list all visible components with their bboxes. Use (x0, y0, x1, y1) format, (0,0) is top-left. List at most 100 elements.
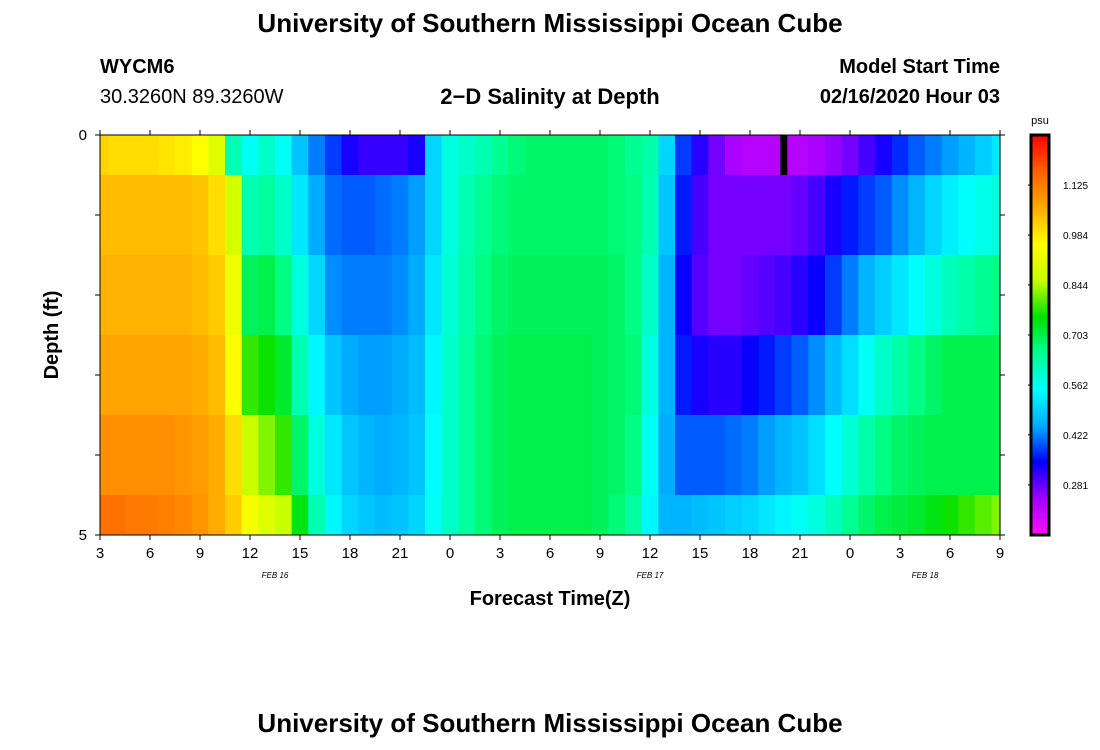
heatmap-cell (308, 495, 326, 535)
heatmap-cell (941, 255, 959, 335)
heatmap-cell (675, 255, 693, 335)
heatmap-cell (608, 335, 626, 415)
heatmap-cell (625, 255, 643, 335)
heatmap-cell (291, 495, 309, 535)
heatmap-cell (441, 335, 459, 415)
heatmap-cell (408, 135, 426, 175)
heatmap-cell (108, 175, 126, 255)
heatmap-cell (791, 255, 809, 335)
heatmap-cell (341, 415, 359, 495)
heatmap-cell (575, 135, 593, 175)
heatmap-cell (975, 255, 993, 335)
heatmap-cell (100, 335, 109, 415)
heatmap-cell (208, 495, 226, 535)
x-tick-label: 9 (596, 545, 604, 562)
heatmap-cell (641, 135, 659, 175)
heatmap-cell (758, 415, 776, 495)
heatmap-cell (391, 175, 409, 255)
heatmap-cell (341, 175, 359, 255)
heatmap-cell (491, 175, 509, 255)
heatmap-cell (375, 175, 393, 255)
x-date-label: FEB 18 (912, 571, 939, 580)
heatmap-cell (291, 335, 309, 415)
heatmap-cell (608, 495, 626, 535)
heatmap-cell (691, 135, 709, 175)
heatmap-cell (625, 175, 643, 255)
heatmap-cell (325, 335, 343, 415)
x-tick-label: 15 (292, 545, 309, 562)
heatmap-cell (675, 175, 693, 255)
heatmap-cell (908, 135, 926, 175)
heatmap-cell (875, 415, 893, 495)
x-axis: 3 6 9 12 15 18 21 0 3 6 9 12 15 18 21 0 3 6 9 FEB 16 FEB 17 F… (96, 130, 1004, 580)
heatmap-cell (375, 495, 393, 535)
heatmap-cell (141, 415, 159, 495)
heatmap-cell (975, 335, 993, 415)
heatmap-cell (208, 335, 226, 415)
heatmap-cell (475, 415, 493, 495)
heatmap-cell (308, 175, 326, 255)
heatmap-cell (675, 415, 693, 495)
heatmap-cell (508, 135, 526, 175)
heatmap-cell (575, 415, 593, 495)
heatmap-cell (358, 495, 376, 535)
heatmap-cell (358, 415, 376, 495)
heatmap-cell (625, 335, 643, 415)
station-id: WYCM6 (100, 56, 175, 78)
heatmap-cell (208, 135, 226, 175)
heatmap-cell (741, 255, 759, 335)
heatmap-cell (858, 415, 876, 495)
heatmap-cell (291, 255, 309, 335)
heatmap-cell (791, 335, 809, 415)
heatmap-cell (725, 255, 743, 335)
heatmap-cell (908, 415, 926, 495)
heatmap-cell (125, 335, 143, 415)
heatmap-cell (225, 415, 243, 495)
heatmap-cell (858, 175, 876, 255)
heatmap-cell (925, 335, 943, 415)
heatmap-cell (408, 335, 426, 415)
heatmap-cell (241, 175, 259, 255)
y-tick-label: 5 (79, 527, 87, 544)
heatmap-cell (758, 255, 776, 335)
heatmap-cell (925, 135, 943, 175)
heatmap-cell (358, 135, 376, 175)
heatmap-cell (908, 255, 926, 335)
heatmap-cell (308, 135, 326, 175)
missing-data-marker (780, 135, 788, 175)
heatmap-cell (158, 335, 176, 415)
heatmap-cell (475, 255, 493, 335)
heatmap-cell (941, 135, 959, 175)
heatmap-cell (441, 255, 459, 335)
heatmap-cell (441, 495, 459, 535)
heatmap-cell (508, 415, 526, 495)
heatmap-cell (225, 495, 243, 535)
heatmap-cell (100, 495, 109, 535)
heatmap-cell (425, 495, 443, 535)
heatmap-cell (891, 135, 909, 175)
heatmap-cell (558, 255, 576, 335)
heatmap-cell (808, 255, 826, 335)
heatmap-cell (408, 255, 426, 335)
heatmap-cell (141, 255, 159, 335)
heatmap-cell (108, 135, 126, 175)
heatmap-cell (825, 335, 843, 415)
x-date-label: FEB 16 (262, 571, 289, 580)
heatmap-cell (591, 175, 609, 255)
heatmap-cell (141, 335, 159, 415)
heatmap-cell (508, 175, 526, 255)
heatmap-cell (358, 255, 376, 335)
heatmap-cell (541, 175, 559, 255)
heatmap-cell (991, 415, 1001, 495)
heatmap-cell (758, 175, 776, 255)
heatmap-cell (691, 175, 709, 255)
heatmap-cell (608, 135, 626, 175)
heatmap-cell (125, 175, 143, 255)
heatmap-cell (341, 335, 359, 415)
heatmap-cell (100, 135, 109, 175)
heatmap-cell (475, 175, 493, 255)
heatmap-cell (591, 495, 609, 535)
heatmap-cell (958, 255, 976, 335)
heatmap-cell (458, 175, 476, 255)
heatmap-cell (591, 335, 609, 415)
